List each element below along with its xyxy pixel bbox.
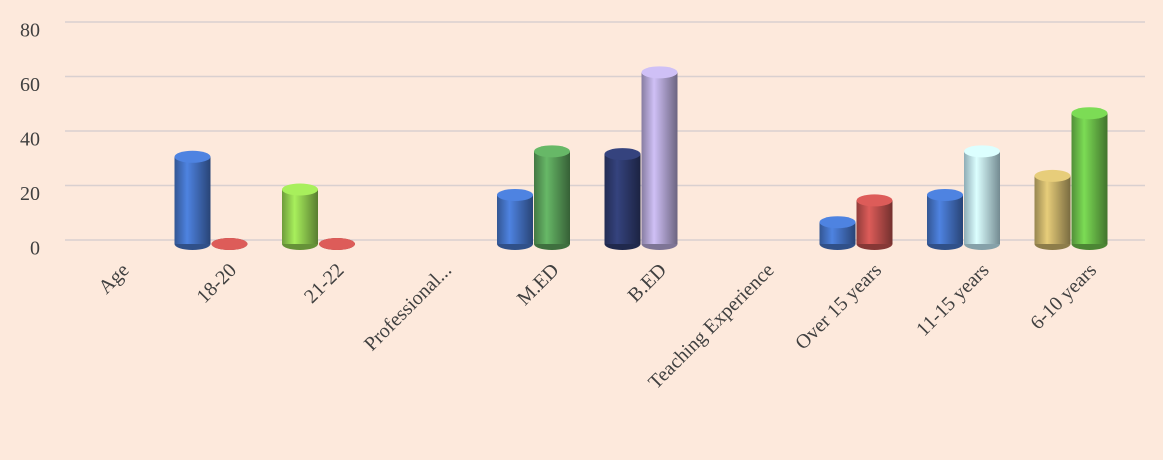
bar-top — [641, 66, 678, 79]
bar-top — [534, 145, 570, 158]
x-tick-label: B.ED — [624, 259, 671, 306]
x-tick-label: 21-22 — [300, 259, 349, 308]
bar-top — [927, 188, 963, 201]
bar — [641, 66, 678, 250]
bar — [174, 150, 211, 250]
bar — [282, 183, 318, 250]
bar — [1034, 169, 1071, 250]
bar — [856, 194, 893, 250]
bar — [319, 238, 355, 250]
bar-body — [819, 222, 856, 244]
x-tick-label: 6-10 years — [1026, 259, 1101, 334]
y-tick-label: 40 — [20, 129, 40, 151]
bar-top — [211, 238, 248, 250]
bar-top — [319, 238, 355, 250]
bar-body — [1071, 113, 1108, 244]
bar-body — [604, 154, 641, 244]
y-tick-label: 80 — [20, 20, 40, 42]
bar-body — [282, 189, 318, 244]
bar-top — [856, 194, 893, 207]
bar — [497, 188, 533, 250]
y-tick-label: 0 — [30, 238, 40, 260]
bar-top — [604, 148, 641, 161]
x-tick-label: M.ED — [513, 259, 564, 310]
bar-top — [497, 188, 533, 201]
bar-body — [856, 200, 893, 244]
bar-top — [282, 183, 318, 196]
bar — [211, 238, 248, 250]
bar-body — [964, 151, 1000, 244]
bar — [534, 145, 570, 250]
bar — [1071, 107, 1108, 250]
bar-top — [1034, 169, 1071, 182]
x-tick-label: Age — [94, 259, 133, 298]
bar — [819, 216, 856, 250]
bar-body — [534, 151, 570, 244]
bar-body — [1034, 175, 1071, 244]
bar-body — [641, 72, 678, 244]
bar — [927, 188, 963, 250]
bar-top — [1071, 107, 1108, 120]
x-tick-label: 18-20 — [192, 259, 241, 308]
y-tick-label: 20 — [20, 183, 40, 205]
bar-body — [497, 194, 533, 244]
bar — [604, 148, 641, 250]
bar-top — [964, 145, 1000, 158]
bar-top — [819, 216, 856, 229]
x-tick-label: 11-15 years — [912, 259, 994, 341]
bar-body — [174, 156, 211, 244]
y-tick-label: 60 — [20, 74, 40, 96]
bar-top — [174, 150, 211, 163]
bar — [964, 145, 1000, 250]
x-tick-label: Over 15 years — [791, 259, 886, 354]
bar-body — [927, 194, 963, 244]
x-tick-label: Professional... — [360, 259, 456, 355]
